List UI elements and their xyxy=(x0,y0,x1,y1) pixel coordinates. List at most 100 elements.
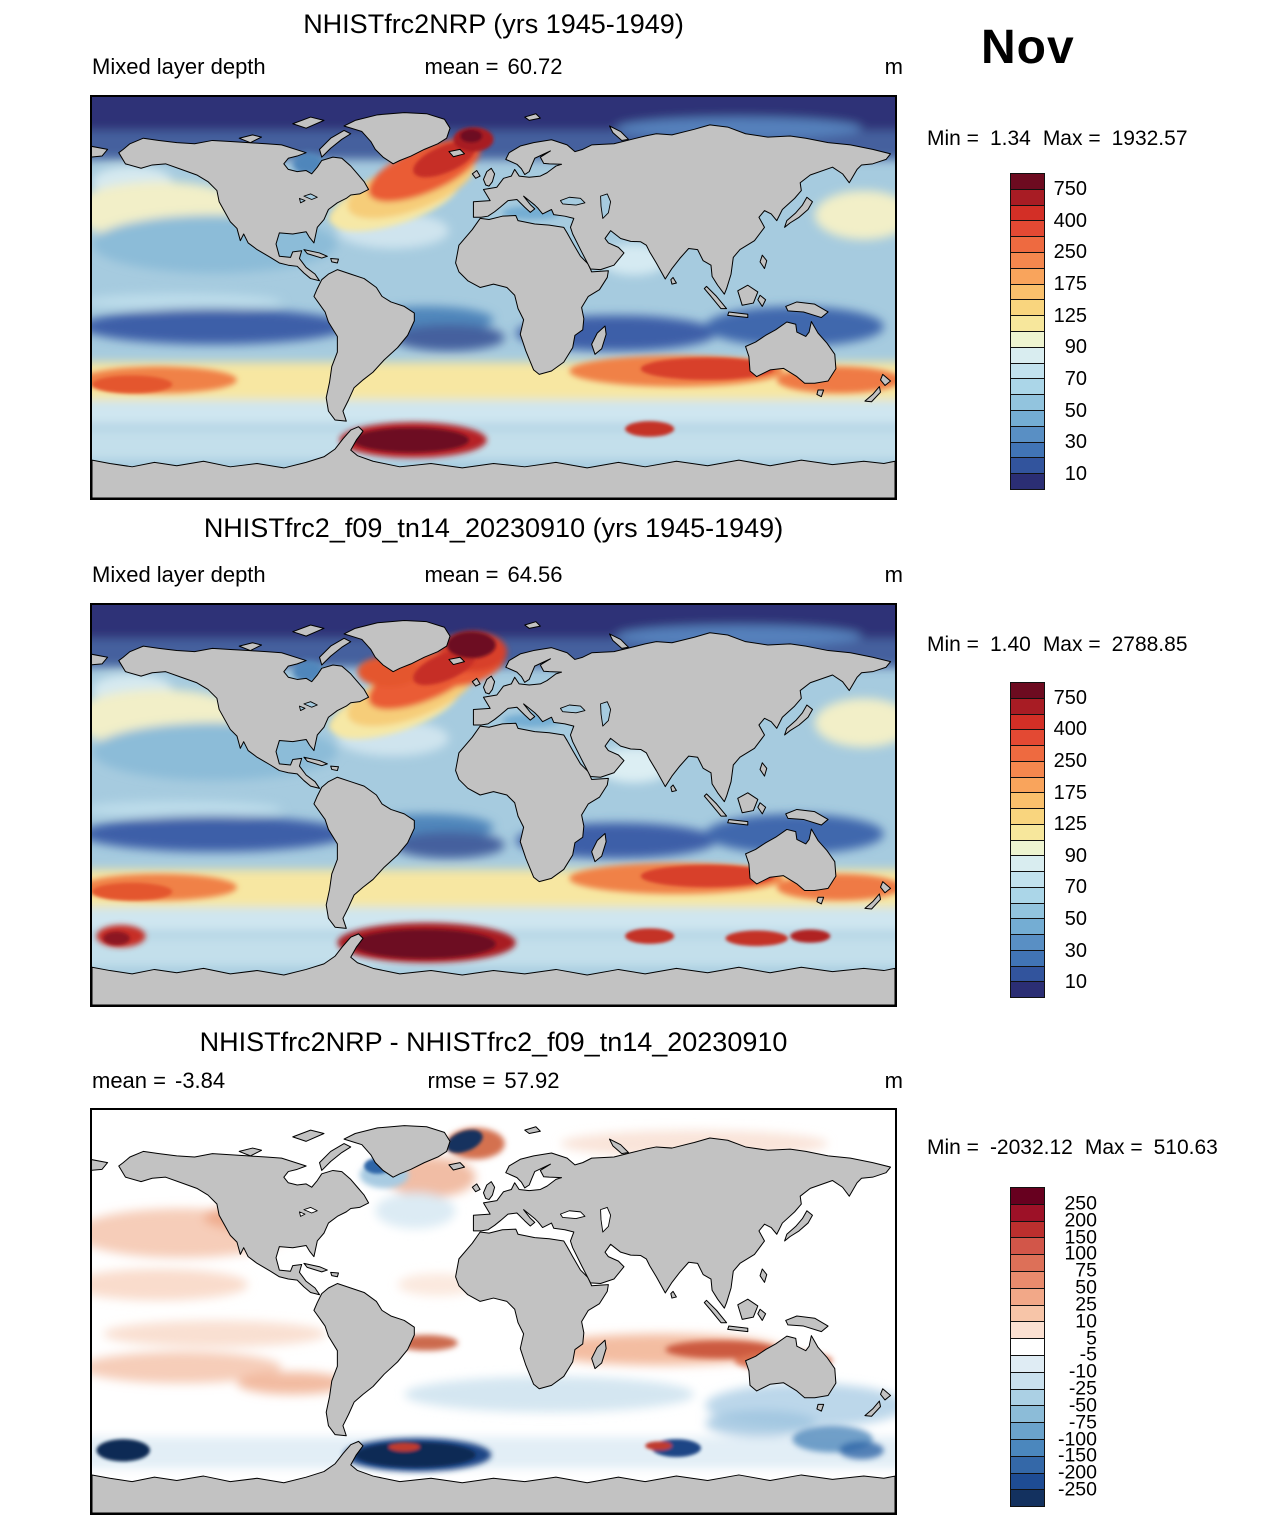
panel-2-variable-label: Mixed layer depth xyxy=(92,562,266,587)
colorbar-segment xyxy=(1011,697,1044,714)
colorbar-tick: 125 xyxy=(1053,813,1087,836)
map-panel-2 xyxy=(90,603,897,1007)
mean-label: mean = xyxy=(424,54,499,79)
min-label: Min = xyxy=(927,127,979,150)
max-label: Max = xyxy=(1042,633,1101,656)
colorbar-segment xyxy=(1011,283,1044,300)
colorbar-segment xyxy=(1011,855,1044,871)
colorbar-segment xyxy=(1011,174,1044,189)
colorbar-segment xyxy=(1011,729,1044,745)
min-value: -2032.12 xyxy=(989,1136,1073,1159)
mean-value: -3.84 xyxy=(175,1068,226,1093)
panel-2-title: NHISTfrc2_f09_tn14_20230910 (yrs 1945-19… xyxy=(203,513,784,543)
colorbar-segment xyxy=(1011,1220,1044,1238)
panel-3-mean-readout: mean = -3.84 xyxy=(92,1068,225,1094)
colorbar-tick: 30 xyxy=(1064,431,1087,454)
colorbar-segment xyxy=(1011,1270,1044,1288)
map-panel-1 xyxy=(90,95,897,500)
colorbar-segment xyxy=(1011,1338,1044,1355)
colorbar-tick-labels: 750 400 250 175 125 90 70 50 30 10 xyxy=(1053,173,1087,490)
colorbar-tick: 10 xyxy=(1064,971,1087,994)
colorbar-tick: 90 xyxy=(1064,844,1087,867)
colorbar-tick: -5 xyxy=(1079,1343,1097,1366)
colorbar-segment xyxy=(1011,792,1044,808)
mld-map-2 xyxy=(92,605,895,1005)
colorbar-tick: 50 xyxy=(1075,1276,1097,1299)
panel-1-variable-label: Mixed layer depth xyxy=(92,54,266,79)
colorbar-segment xyxy=(1011,330,1044,347)
colorbar-tick: 70 xyxy=(1064,368,1087,391)
diff-map xyxy=(92,1110,895,1513)
colorbar-tick: -50 xyxy=(1068,1394,1097,1417)
colorbar-segment xyxy=(1011,918,1044,934)
colorbar-tick: 50 xyxy=(1064,399,1087,422)
colorbar-segments xyxy=(1010,682,1045,998)
colorbar-segment xyxy=(1011,776,1044,793)
max-value: 1932.57 xyxy=(1111,127,1188,150)
colorbar-tick: 50 xyxy=(1064,908,1087,930)
diff-field-cores xyxy=(96,1129,701,1468)
colorbar-tick: 750 xyxy=(1053,686,1087,709)
colorbar-tick: 250 xyxy=(1053,241,1087,264)
colorbar-tick: 400 xyxy=(1053,718,1087,741)
colorbar-segment xyxy=(1011,1438,1044,1456)
colorbar-tick: 150 xyxy=(1064,1225,1097,1248)
colorbar-segment xyxy=(1011,1371,1044,1389)
colorbar-tick: 75 xyxy=(1075,1259,1097,1282)
colorbar-tick: 750 xyxy=(1053,177,1087,200)
colorbar-segment xyxy=(1011,871,1044,887)
colorbar-segment xyxy=(1011,441,1044,458)
colorbar-tick: -25 xyxy=(1068,1377,1097,1400)
colorbar-panel-3: 250 200 150 100 75 50 25 10 5 -5 -10 -25 -50 -75 -100-… xyxy=(1010,1187,1100,1507)
mean-value: 60.72 xyxy=(507,54,563,79)
colorbar-segment xyxy=(1011,267,1044,284)
colorbar-tick: 10 xyxy=(1075,1310,1097,1332)
colorbar-tick: -10 xyxy=(1068,1360,1097,1383)
colorbar-tick-labels: 750 400 250 175 125 90 70 50 30 10 xyxy=(1053,682,1087,998)
min-label: Min = xyxy=(927,633,979,656)
panel-1-minmax-readout: Min = 1.34 Max = 1932.57 xyxy=(927,127,1188,151)
panel-1-mean-readout: mean = 60.72 xyxy=(90,54,897,80)
colorbar-segment xyxy=(1011,1455,1044,1473)
colorbar-segment xyxy=(1011,965,1044,982)
colorbar-segment xyxy=(1011,315,1044,331)
colorbar-segment xyxy=(1011,473,1044,489)
panel-2-mean-readout: mean = 64.56 xyxy=(90,562,897,588)
colorbar-segment xyxy=(1011,204,1044,221)
colorbar-segment xyxy=(1011,220,1044,237)
colorbar-segment xyxy=(1011,1472,1044,1490)
max-label: Max = xyxy=(1084,1136,1143,1159)
colorbar-segment xyxy=(1011,683,1044,698)
colorbar-segment xyxy=(1011,808,1044,824)
colorbar-tick: -250 xyxy=(1057,1478,1097,1501)
mld-map-1 xyxy=(92,97,895,498)
panel-3-rmse-readout: rmse = 57.92 xyxy=(90,1068,897,1094)
colorbar-tick: -200 xyxy=(1057,1461,1097,1484)
colorbar-segment xyxy=(1011,362,1044,379)
colorbar-segment xyxy=(1011,1287,1044,1305)
colorbar-segment xyxy=(1011,394,1044,410)
colorbar-tick: 30 xyxy=(1064,939,1087,962)
panel-1-title: NHISTfrc2NRP (yrs 1945-1949) xyxy=(303,9,684,39)
mean-label: mean = xyxy=(424,562,499,587)
colorbar-tick: 10 xyxy=(1064,463,1087,486)
colorbar-segment xyxy=(1011,1388,1044,1406)
colorbar-segments xyxy=(1010,1187,1045,1507)
rmse-value: 57.92 xyxy=(504,1068,560,1093)
colorbar-segment xyxy=(1011,299,1044,316)
colorbar-tick: 175 xyxy=(1053,781,1087,804)
colorbar-segment xyxy=(1011,1304,1044,1322)
panel-3-minmax-readout: Min = -2032.12 Max = 510.63 xyxy=(927,1136,1218,1160)
min-value: 1.40 xyxy=(989,633,1031,656)
colorbar-segment xyxy=(1011,378,1044,395)
panel-3-title: NHISTfrc2NRP - NHISTfrc2_f09_tn14_202309… xyxy=(199,1027,788,1057)
mean-label: mean = xyxy=(92,1068,166,1093)
panel-2-minmax-readout: Min = 1.40 Max = 2788.85 xyxy=(927,633,1188,657)
colorbar-segment xyxy=(1011,1237,1044,1255)
colorbar-segment xyxy=(1011,902,1044,919)
min-value: 1.34 xyxy=(989,127,1031,150)
colorbar-tick: -75 xyxy=(1068,1411,1097,1434)
colorbar-segment xyxy=(1011,934,1044,950)
colorbar-segment xyxy=(1011,346,1044,363)
colorbar-tick: 200 xyxy=(1064,1208,1097,1231)
